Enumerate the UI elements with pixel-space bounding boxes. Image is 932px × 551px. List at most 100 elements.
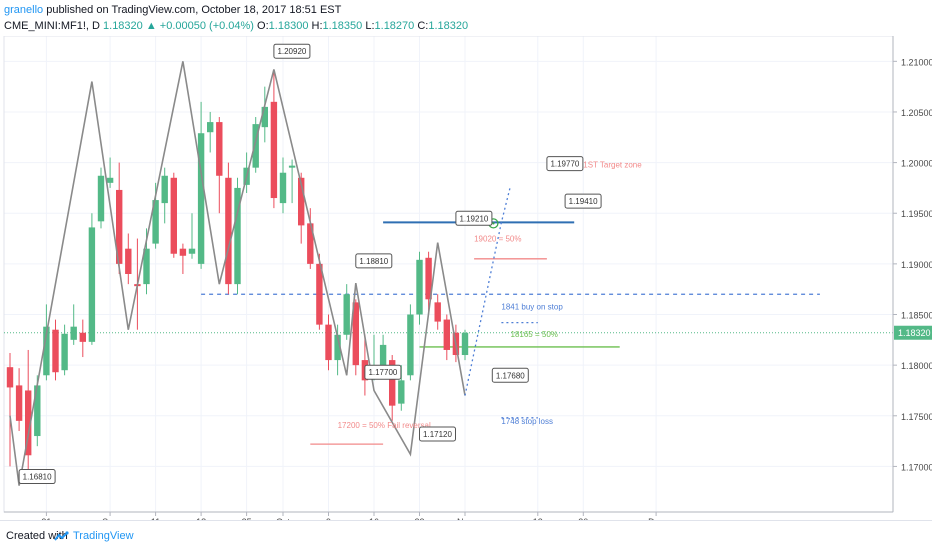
high-value: 1.18350 xyxy=(322,20,363,32)
candle-body xyxy=(270,101,278,199)
candle-body xyxy=(188,248,196,254)
candle-body xyxy=(125,248,132,274)
candle-body xyxy=(307,223,314,264)
y-tick-label: 1.18000 xyxy=(901,361,932,371)
x-tick-label: 20 xyxy=(578,517,588,520)
candle-body xyxy=(252,124,259,168)
candle-body xyxy=(434,302,441,322)
symbol-name: CME_MINI:MF1!, D xyxy=(4,20,100,32)
callout-label: 1.17120 xyxy=(423,430,452,439)
candle-body xyxy=(416,259,423,315)
chart-note: 1841 buy on stop xyxy=(501,302,563,311)
callout-label: 1.19770 xyxy=(550,160,579,169)
x-tick-label: 16 xyxy=(369,517,379,520)
callout-label: 1.18810 xyxy=(359,257,388,266)
low-label: L: xyxy=(365,20,375,32)
callout-label: 1.19410 xyxy=(569,197,598,206)
candle-body xyxy=(207,122,214,133)
candle-body xyxy=(379,344,387,366)
chart-note: 1748 stop loss xyxy=(501,417,553,426)
candle-body xyxy=(97,175,105,222)
candle-body xyxy=(261,106,268,128)
candle-body xyxy=(279,172,287,204)
chart-note: 1ST Target zone xyxy=(583,161,642,170)
candle-body xyxy=(61,333,68,371)
callout-label: 1.17700 xyxy=(368,368,397,377)
candle-body xyxy=(88,227,96,342)
y-tick-label: 1.20000 xyxy=(901,159,932,169)
x-tick-label: Sep xyxy=(102,517,118,520)
candle-body xyxy=(234,187,241,285)
candle-body xyxy=(216,122,223,176)
candle-body xyxy=(407,314,414,376)
target-marker-dot xyxy=(492,222,495,225)
symbol-line: CME_MINI:MF1!, D 1.18320 ▲ +0.00050 (+0.… xyxy=(4,20,468,32)
x-tick-label: Oct xyxy=(276,517,291,520)
candle-body xyxy=(225,177,232,285)
candle-body xyxy=(179,248,187,256)
candle-body xyxy=(143,248,150,285)
candle-body xyxy=(343,294,350,335)
projection-line xyxy=(464,185,512,396)
candle-body xyxy=(316,263,323,325)
x-tick-label: 13 xyxy=(533,517,543,520)
candle-body xyxy=(170,177,177,254)
low-value: 1.18270 xyxy=(374,20,415,32)
callout-box xyxy=(364,364,402,380)
callout-box xyxy=(564,193,602,209)
callout-box xyxy=(419,426,456,442)
chart-notes: 1ST Target zone 19020 = 50% 1841 buy on st… xyxy=(338,161,643,430)
candle-body xyxy=(161,175,168,204)
candle-body xyxy=(52,329,59,373)
x-tick-label: 23 xyxy=(414,517,424,520)
y-tick-label: 1.21000 xyxy=(901,57,932,67)
y-tick-label: 1.19500 xyxy=(901,209,932,219)
candle-body xyxy=(116,189,123,264)
x-tick-label: 11 xyxy=(151,517,160,520)
candle-body xyxy=(298,177,305,226)
zigzag-line xyxy=(9,61,466,486)
candle-body xyxy=(197,133,205,264)
tradingview-brand[interactable]: TradingView xyxy=(73,530,134,542)
callout-box xyxy=(273,43,311,59)
x-tick-label: 9 xyxy=(326,517,331,520)
open-value: 1.18300 xyxy=(268,20,309,32)
candle-body xyxy=(25,390,32,456)
price-chart[interactable]: 1ST Target zone 19020 = 50% 1841 buy on st… xyxy=(0,36,932,520)
chart-axes: 1.17000 1.17500 1.18000 1.18500 1.19000 1.195… xyxy=(4,36,932,520)
candle-body xyxy=(34,385,41,437)
high-label: H: xyxy=(311,20,323,32)
callout-label: 1.17680 xyxy=(496,371,525,380)
callout-box xyxy=(355,253,393,269)
x-tick-label: 25 xyxy=(242,517,252,520)
last-price: 1.18320 xyxy=(103,20,143,32)
candle-body xyxy=(334,334,341,361)
x-tick-label: 21 xyxy=(41,517,51,520)
price-change: ▲ +0.00050 (+0.04%) xyxy=(145,20,254,32)
chart-note: 17200 = 50% Fail reversal xyxy=(338,421,431,430)
candle-body xyxy=(443,319,450,350)
chart-header: granello published on TradingView.com, O… xyxy=(0,0,932,36)
callout-box xyxy=(491,367,529,383)
author-link[interactable]: granello xyxy=(4,4,44,16)
candle-body xyxy=(398,380,405,404)
y-tick-label: 1.18500 xyxy=(901,311,932,321)
candle-body xyxy=(15,385,23,421)
callout-box xyxy=(546,156,584,172)
y-tick-label: 1.20500 xyxy=(901,108,932,118)
x-tick-label: 18 xyxy=(196,517,206,520)
price-callouts: 1.16810 1.20920 1.18810 1.17700 1.17120 1.192… xyxy=(18,43,602,485)
chart-note: 19020 = 50% xyxy=(474,235,521,244)
candle-body xyxy=(70,326,77,340)
close-label: C: xyxy=(417,20,429,32)
callout-label: 1.20920 xyxy=(277,47,306,56)
candle-body xyxy=(352,302,359,366)
callout-label: 1.19210 xyxy=(459,214,488,223)
chart-note: 18165 = 50% xyxy=(511,330,558,339)
y-tick-label: 1.17500 xyxy=(901,412,932,422)
footer-bar: Created with TradingView xyxy=(0,520,932,551)
candle-body xyxy=(325,324,332,361)
open-label: O: xyxy=(257,20,269,32)
x-tick-label: Dec xyxy=(648,517,665,520)
tradingview-logo-icon xyxy=(54,531,69,541)
